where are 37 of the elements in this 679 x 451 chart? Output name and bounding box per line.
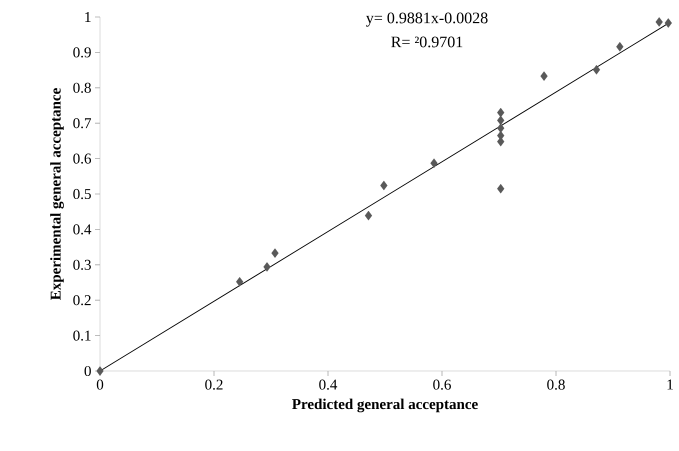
y-tick-label: 0.9 <box>73 47 91 58</box>
point <box>497 108 504 118</box>
x-tick-label: 1 <box>668 380 673 390</box>
point <box>364 210 372 220</box>
annotation: y= 0.9881x-0.0028 <box>366 12 488 27</box>
y-tick-label: 0.4 <box>73 224 92 234</box>
y-tick-label: 0 <box>84 366 91 376</box>
point <box>540 71 548 81</box>
x-axis-title: Predicted general acceptance <box>292 398 478 412</box>
x-tick-label: 0.2 <box>205 380 223 390</box>
y-tick-label: 0.5 <box>73 188 91 200</box>
x-tick-label: 0 <box>96 380 104 390</box>
x-tick-label: 0.6 <box>433 380 451 390</box>
y-tick-label: 0.3 <box>73 260 91 270</box>
y-tick-label: 0.2 <box>73 295 91 306</box>
point <box>497 184 504 194</box>
point <box>271 248 279 258</box>
y-tick-label: 0.1 <box>73 330 91 341</box>
point <box>616 42 624 52</box>
point <box>497 123 504 133</box>
point <box>497 116 504 126</box>
y-axis-title: Experimental general acceptance <box>50 88 64 300</box>
y-tick-label: 0.7 <box>73 118 92 128</box>
x-tick-label: 0.8 <box>547 380 565 390</box>
y-tick-label: 1 <box>85 12 91 22</box>
y-tick-label: 0.8 <box>73 82 91 93</box>
point <box>236 276 244 287</box>
annotation: R= ²0.9701 <box>391 36 462 48</box>
point <box>96 366 104 376</box>
point <box>380 180 388 190</box>
point <box>656 17 663 27</box>
point <box>263 262 271 272</box>
x-tick-label: 0.4 <box>319 380 338 390</box>
point <box>592 64 600 75</box>
y-tick-label: 0.6 <box>73 154 92 164</box>
point <box>430 158 438 168</box>
point <box>664 18 672 28</box>
